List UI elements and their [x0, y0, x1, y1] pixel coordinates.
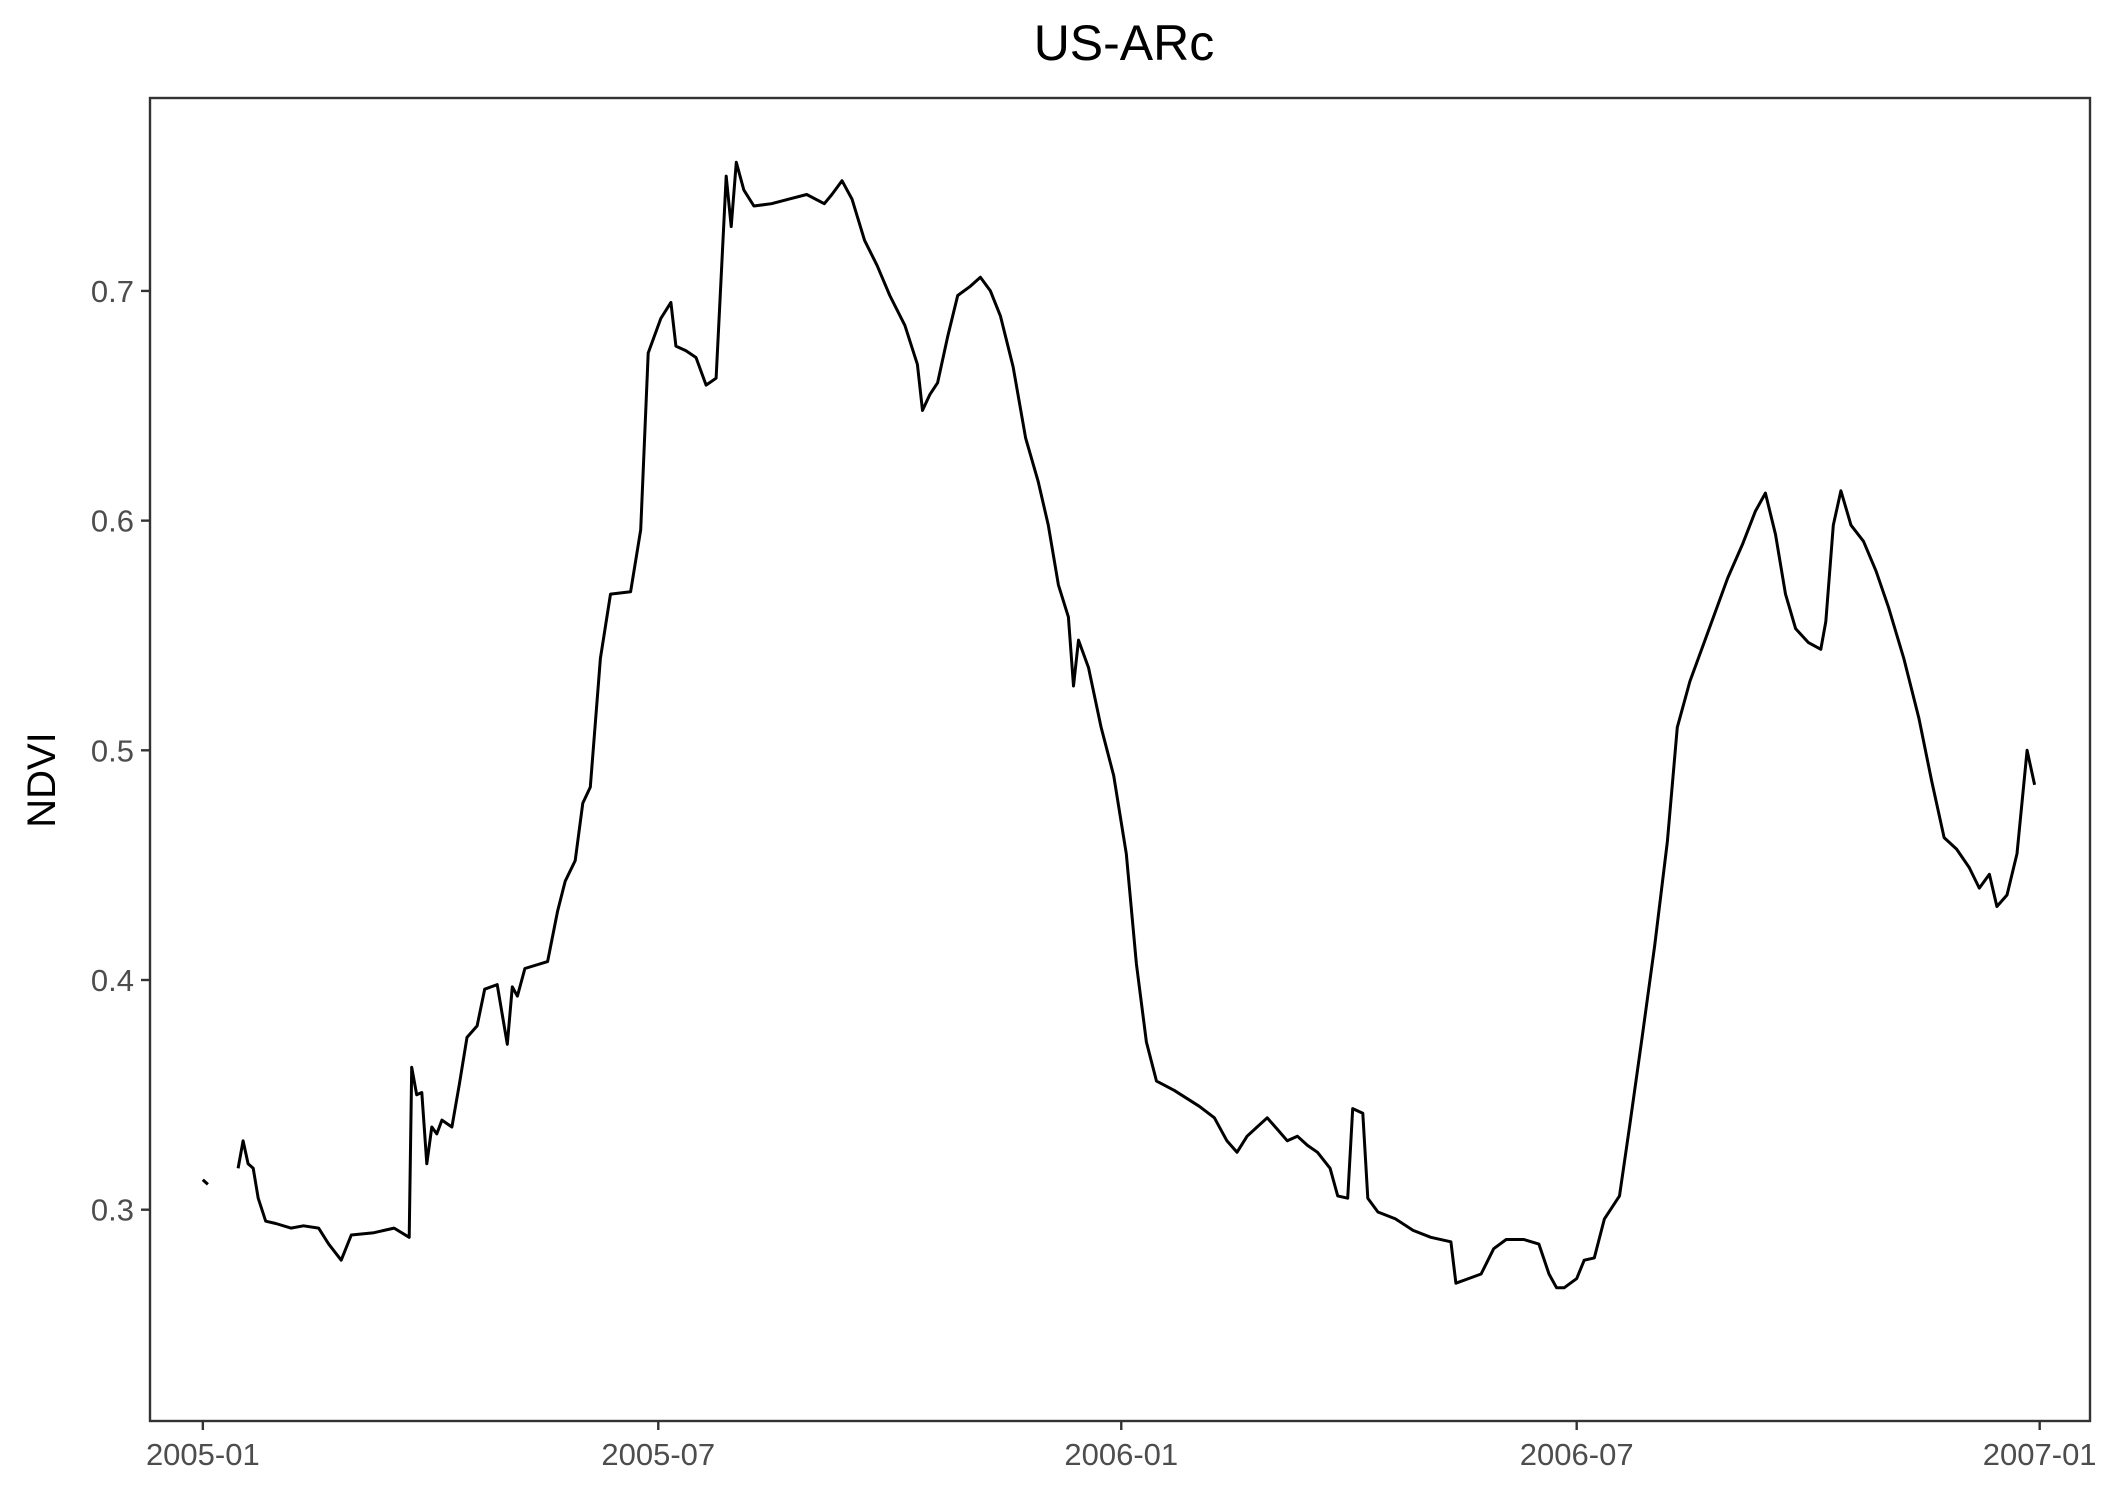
ndvi-series-line: [236, 160, 2037, 1290]
y-tick-label: 0.4: [91, 963, 134, 998]
y-tick-label: 0.7: [91, 274, 134, 309]
y-tick-label: 0.3: [91, 1193, 134, 1228]
x-tick-label: 2006-01: [1064, 1437, 1178, 1472]
chart-title: US-ARc: [1034, 15, 1215, 71]
x-tick-label: 2007-01: [1983, 1437, 2097, 1472]
plot-area: [201, 160, 2037, 1290]
plot-panel-border: [148, 96, 2092, 1423]
x-tick-label: 2006-07: [1520, 1437, 1634, 1472]
x-tick-label: 2005-01: [146, 1437, 260, 1472]
y-tick-label: 0.5: [91, 733, 134, 768]
x-axis: 2005-01 2005-07 2006-01 2006-07 2007-01: [146, 1421, 2097, 1472]
y-axis-label: NDVI: [20, 732, 64, 828]
y-axis: 0.3 0.4 0.5 0.6 0.7: [91, 274, 150, 1228]
ndvi-series-line: [201, 1178, 209, 1186]
y-tick-label: 0.6: [91, 504, 134, 539]
x-tick-label: 2005-07: [601, 1437, 715, 1472]
